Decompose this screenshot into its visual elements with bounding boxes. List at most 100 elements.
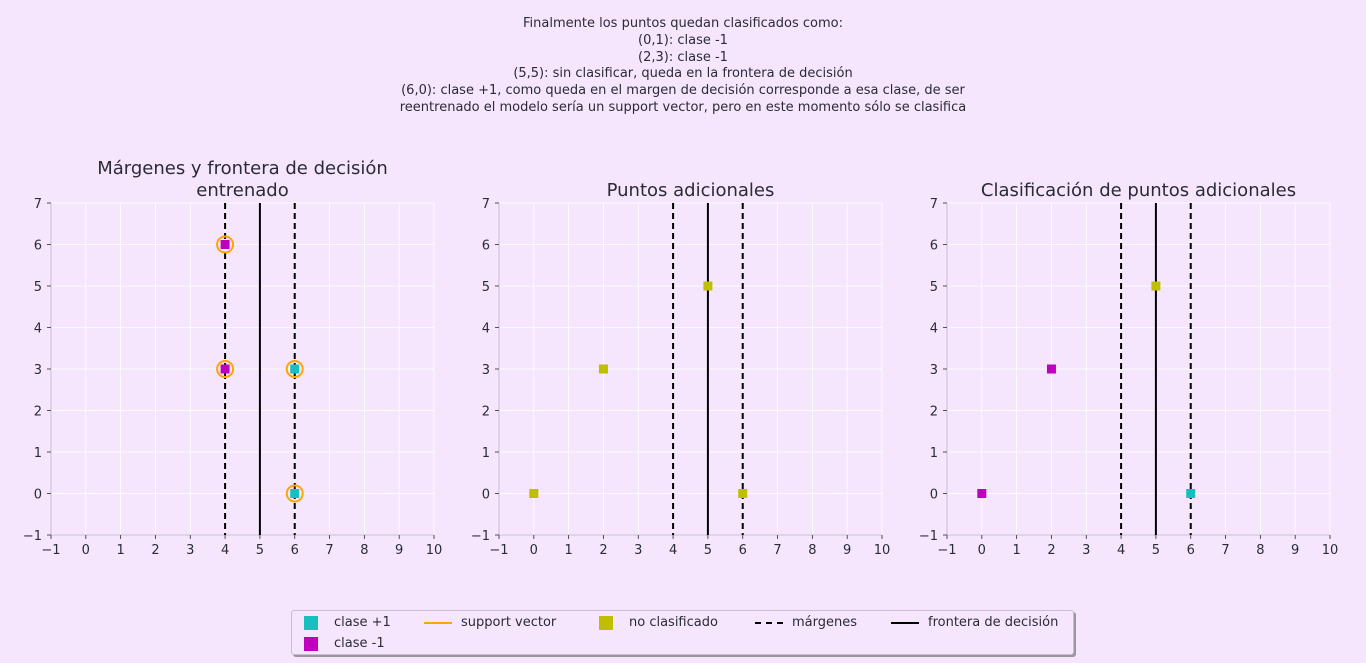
data-point-marker <box>220 364 230 374</box>
support-vector-marker <box>285 484 304 503</box>
x-tick-label: 8 <box>808 543 816 558</box>
x-tick-label: 6 <box>739 543 747 558</box>
x-tick-label: 6 <box>291 543 299 558</box>
legend-square-icon <box>599 615 613 630</box>
data-point-marker <box>1186 489 1196 498</box>
x-tick-label: 10 <box>874 543 891 558</box>
y-tick-label: 0 <box>482 488 490 503</box>
support-vector-marker <box>285 360 304 378</box>
suptitle-line: (2,3): clase -1 <box>638 49 728 65</box>
x-tick-label: 2 <box>599 543 607 558</box>
x-tick-label: 0 <box>978 543 986 558</box>
x-tick-label: 5 <box>704 543 712 558</box>
x-tick-label: 7 <box>773 543 781 558</box>
legend-label: support vector <box>461 615 557 630</box>
suptitle-line: (6,0): clase +1, como queda en el margen… <box>401 83 965 99</box>
y-tick-label: 2 <box>930 405 938 420</box>
x-tick-label: 3 <box>186 543 194 558</box>
suptitle-line: (0,1): clase -1 <box>638 32 728 48</box>
legend-square-icon <box>304 615 318 630</box>
chart-title: Márgenes y frontera de decisión <box>97 158 388 179</box>
x-tick-label: 3 <box>1082 543 1090 558</box>
x-tick-label: 1 <box>564 543 572 558</box>
data-point-marker <box>598 364 608 374</box>
data-point-marker <box>1151 281 1161 291</box>
y-tick-label: 7 <box>34 197 42 212</box>
legend-label: no clasificado <box>629 615 718 630</box>
x-tick-label: 7 <box>325 543 333 558</box>
legend-dashed-line-icon <box>755 621 783 624</box>
figure-suptitle: Finalmente los puntos quedan clasificado… <box>0 16 1366 117</box>
y-tick-label: 1 <box>482 446 490 461</box>
data-point-marker <box>290 489 300 498</box>
data-point-marker <box>703 281 713 291</box>
x-tick-label: 10 <box>1322 543 1339 558</box>
y-tick-label: 5 <box>930 280 938 295</box>
x-tick-label: 10 <box>426 543 443 558</box>
data-point-marker <box>977 489 987 498</box>
y-tick-label: 1 <box>34 446 42 461</box>
x-tick-label: −1 <box>937 543 956 558</box>
y-tick-label: 5 <box>34 280 42 295</box>
legend-item-clase-pos: clase +1 <box>296 615 391 630</box>
y-tick-label: 1 <box>930 446 938 461</box>
x-tick-label: 9 <box>843 543 851 558</box>
x-tick-label: 5 <box>256 543 264 558</box>
legend: clase +1 clase -1 support vector no clas… <box>291 610 1074 655</box>
y-tick-label: 3 <box>482 363 490 378</box>
suptitle-line: (5,5): sin clasificar, queda en la front… <box>513 66 853 82</box>
x-tick-label: 4 <box>669 543 677 558</box>
y-tick-label: −1 <box>919 529 938 544</box>
x-tick-label: 2 <box>151 543 159 558</box>
legend-label: frontera de decisión <box>928 615 1059 630</box>
y-tick-label: 7 <box>930 197 938 212</box>
x-tick-label: 0 <box>82 543 90 558</box>
x-tick-label: 7 <box>1221 543 1229 558</box>
y-tick-label: 4 <box>482 322 490 337</box>
y-tick-label: 5 <box>482 280 490 295</box>
data-point-marker <box>529 489 539 498</box>
support-vector-marker <box>216 235 235 254</box>
legend-item-no-clasificado: no clasificado <box>591 615 718 630</box>
y-tick-label: 4 <box>34 322 42 337</box>
legend-item-frontera: frontera de decisión <box>890 615 1058 630</box>
x-tick-label: 1 <box>116 543 124 558</box>
x-tick-label: 8 <box>1256 543 1264 558</box>
y-tick-label: −1 <box>471 529 490 544</box>
y-tick-label: 6 <box>482 239 490 254</box>
x-tick-label: 3 <box>634 543 642 558</box>
legend-label: clase +1 <box>334 615 391 630</box>
x-tick-label: 9 <box>395 543 403 558</box>
y-tick-label: −1 <box>23 529 42 544</box>
y-tick-label: 4 <box>930 322 938 337</box>
x-tick-label: 9 <box>1291 543 1299 558</box>
x-tick-label: −1 <box>489 543 508 558</box>
legend-square-icon <box>304 636 318 651</box>
legend-line-icon <box>891 621 919 624</box>
x-tick-label: 0 <box>530 543 538 558</box>
y-tick-label: 2 <box>482 405 490 420</box>
legend-item-clase-neg: clase -1 <box>296 636 385 651</box>
x-tick-label: 4 <box>1117 543 1125 558</box>
y-tick-label: 3 <box>930 363 938 378</box>
legend-item-margenes: márgenes <box>754 615 857 630</box>
x-tick-label: 8 <box>360 543 368 558</box>
y-tick-label: 6 <box>34 239 42 254</box>
chart-title: Puntos adicionales <box>607 180 775 201</box>
y-tick-label: 2 <box>34 405 42 420</box>
y-tick-label: 3 <box>34 363 42 378</box>
y-tick-label: 0 <box>34 488 42 503</box>
legend-item-support-vector: support vector <box>423 615 556 630</box>
suptitle-line: reentrenado el modelo sería un support v… <box>399 99 967 115</box>
data-point-marker <box>738 489 748 498</box>
chart-title: Clasificación de puntos adicionales <box>981 180 1296 201</box>
support-vector-marker <box>216 360 235 378</box>
chart-title: entrenado <box>196 180 289 201</box>
legend-line-icon <box>424 621 452 624</box>
y-tick-label: 0 <box>930 488 938 503</box>
x-tick-label: 4 <box>221 543 229 558</box>
data-point-marker <box>290 364 300 374</box>
data-point-marker <box>1046 364 1056 374</box>
data-point-marker <box>220 240 230 249</box>
